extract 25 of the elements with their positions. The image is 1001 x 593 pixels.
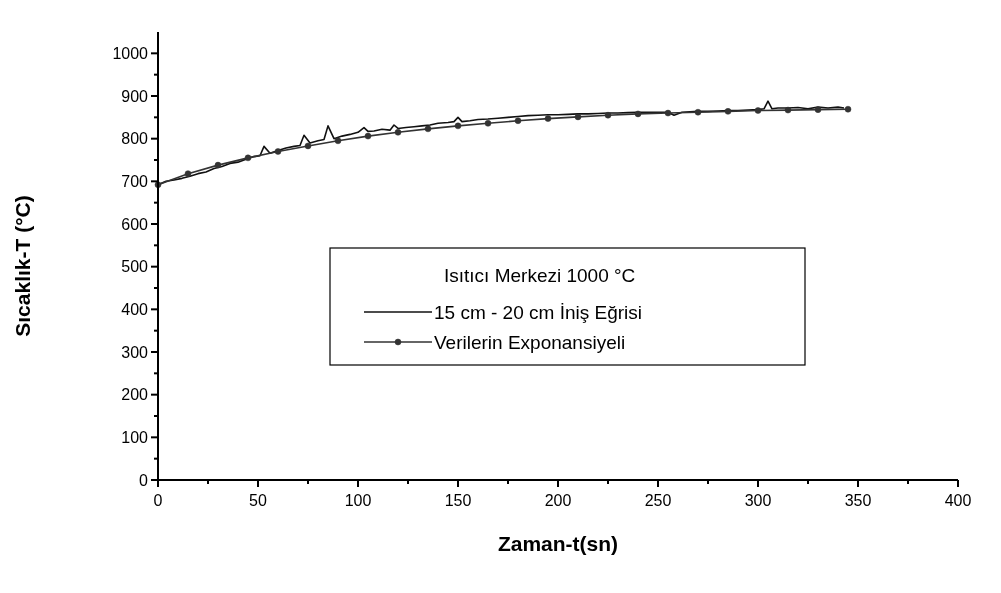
x-axis-title: Zaman-t(sn): [497, 532, 619, 555]
x-tick-label: 350: [844, 492, 872, 509]
x-tick-label: 50: [249, 492, 267, 509]
y-tick-label: 600: [121, 215, 149, 233]
x-tick-label: 0: [153, 492, 163, 509]
legend-label: 15 cm - 20 cm İniş Eğrisi: [434, 301, 642, 323]
y-tick-label: 900: [121, 87, 149, 105]
y-tick-label: 100: [121, 428, 149, 446]
x-tick-label: 300: [744, 492, 772, 509]
y-axis-title: Sıcaklık-T (°C): [11, 195, 34, 337]
legend-label: Verilerin Exponansiyeli: [434, 331, 626, 353]
y-tick-label: 1000: [112, 44, 149, 62]
y-tick-label: 400: [121, 300, 149, 318]
y-tick-label: 700: [121, 172, 149, 190]
legend-title: Isıtıcı Merkezi 1000 °C: [444, 265, 636, 286]
y-tick-label: 800: [121, 130, 149, 148]
y-tick-label: 200: [121, 386, 149, 404]
y-tick-label: 500: [121, 258, 149, 276]
x-tick-label: 150: [444, 492, 472, 509]
x-tick-label: 250: [644, 492, 672, 509]
x-tick-label: 100: [344, 492, 372, 509]
x-tick-label: 200: [544, 492, 572, 509]
y-tick-label: 300: [121, 343, 149, 361]
x-tick-label: 400: [944, 492, 972, 509]
y-tick-label: 0: [139, 471, 149, 489]
